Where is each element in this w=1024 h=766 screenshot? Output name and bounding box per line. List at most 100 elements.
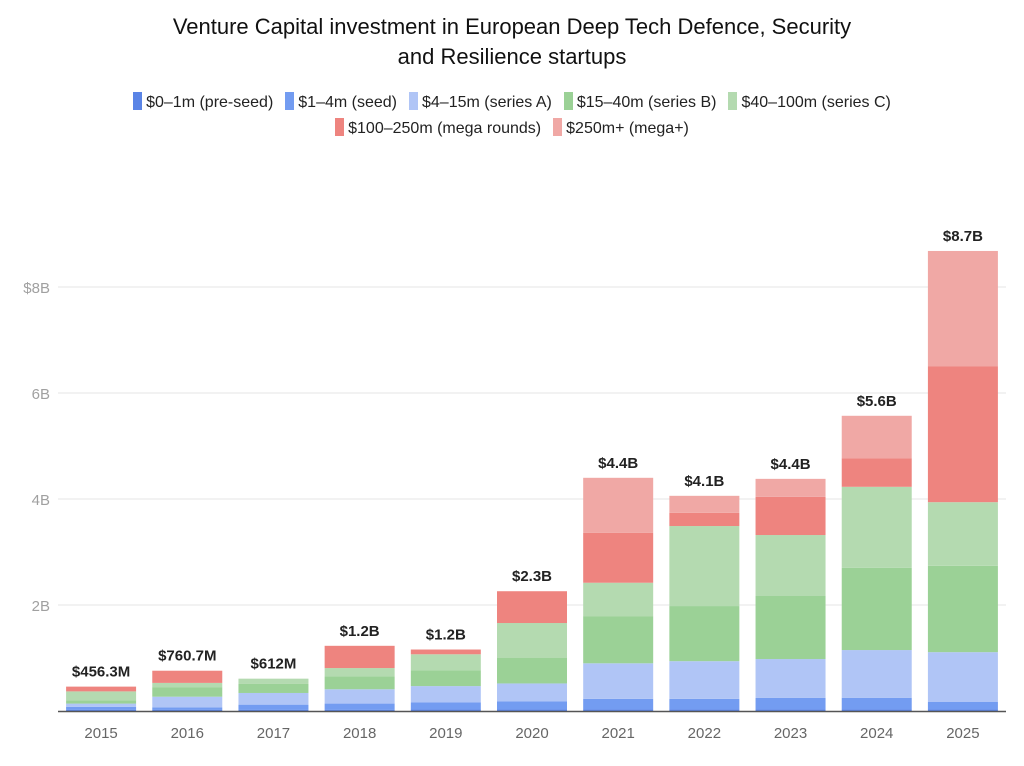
bar-segment [669,526,740,607]
bar-total-label: $612M [251,656,297,673]
bar-segment [841,697,912,710]
legend-item[interactable]: $15–40m (series B) [563,90,717,116]
legend-label: $100–250m (mega rounds) [348,120,542,137]
bar-segment [927,502,998,566]
bar-segment [152,687,223,697]
bar-segment [152,707,223,710]
bar-segment [583,616,654,664]
bar-segment [238,683,309,693]
bar-segment [583,663,654,699]
legend-item[interactable]: $40–100m (series C) [728,90,891,116]
bar-segment [841,567,912,651]
bar-total-label: $760.7M [158,648,216,665]
bar-segment [66,691,137,701]
bar-segment [324,645,395,669]
y-tick-label: $8B [23,280,50,297]
bar-segment [497,683,567,702]
bar-total-label: $5.6B [857,393,897,410]
legend-label: $1–4m (seed) [298,94,397,111]
legend-label: $250m+ (mega+) [566,120,689,137]
bar-segment [410,654,481,671]
bar-segment [841,650,912,698]
bar-segment [583,477,654,533]
bar-segment [324,676,395,690]
legend-label: $4–15m (series A) [422,94,552,111]
bar-segment [927,709,998,711]
bar-segment [669,512,740,527]
bar-segment [324,689,395,704]
bar-segment [927,250,998,367]
y-tick-label: 2B [32,598,50,615]
bar-segment [669,495,740,513]
bar-segment [497,701,567,710]
bar-segment [66,686,137,692]
legend-label: $15–40m (series B) [576,94,717,111]
bar-total-label: $4.4B [771,456,811,473]
x-tick-label: 2023 [774,725,807,742]
bar-segment [841,486,912,568]
bar-segment [152,670,223,683]
bar-segment [410,670,481,687]
legend-label: $0–1m (pre-seed) [146,94,274,111]
legend-swatch [553,118,563,136]
bar-total-label: $4.1B [684,473,724,490]
x-tick-label: 2025 [946,725,979,742]
bar-segment [497,658,567,684]
x-tick-label: 2021 [601,725,634,742]
bar-segment [583,698,654,710]
bar-segment [927,565,998,653]
bar-segment [841,415,912,459]
chart-title-line-2: and Resilience startups [397,44,627,69]
legend-item[interactable]: $250m+ (mega+) [553,116,689,142]
bar-segment [152,682,223,688]
x-tick-label: 2020 [515,725,548,742]
x-tick-label: 2019 [429,725,462,742]
bar-segment [755,478,826,497]
bar-segment [324,709,395,711]
legend-item[interactable]: $0–1m (pre-seed) [133,90,273,116]
bar-total-label: $1.2B [340,623,380,640]
bar-segment [927,701,998,710]
bar-segment [755,697,826,710]
legend-label: $40–100m (series C) [741,94,891,111]
bar-segment [669,698,740,710]
chart-title: Venture Capital investment in European D… [0,12,1024,72]
x-tick-label: 2024 [860,725,893,742]
bar-segment [755,496,826,536]
bar-total-label: $2.3B [512,568,552,585]
bar-total-label: $4.4B [598,455,638,472]
bar-segment [66,706,137,710]
bar-segment [66,700,137,704]
bar-segment [583,582,654,617]
x-tick-label: 2017 [257,725,290,742]
legend-item[interactable]: $1–4m (seed) [285,90,397,116]
bar-segment [66,703,137,707]
bar-segment [755,535,826,596]
bar-segment [410,686,481,703]
bar-segment [152,696,223,708]
y-tick-label: 6B [32,386,50,403]
y-tick-label: 4B [32,492,50,509]
legend-item[interactable]: $100–250m (mega rounds) [335,116,541,142]
bar-segment [841,709,912,711]
bar-segment [238,678,309,684]
bar-segment [324,668,395,677]
chart-title-line-1: Venture Capital investment in European D… [172,14,852,39]
bar-segment [324,703,395,710]
bar-segment [497,623,567,658]
bar-total-label: $1.2B [426,627,466,644]
bar-segment [497,591,567,624]
bar-segment [927,652,998,702]
legend-swatch [563,92,573,110]
x-tick-label: 2018 [343,725,376,742]
legend-item[interactable]: $4–15m (series A) [409,90,552,116]
x-tick-label: 2022 [688,725,721,742]
legend-swatch [728,92,738,110]
bar-total-label: $8.7B [943,228,983,245]
bar-segment [410,709,481,711]
bar-segment [410,649,481,655]
bar-segment [927,366,998,503]
x-tick-label: 2016 [171,725,204,742]
legend-swatch [285,92,295,110]
